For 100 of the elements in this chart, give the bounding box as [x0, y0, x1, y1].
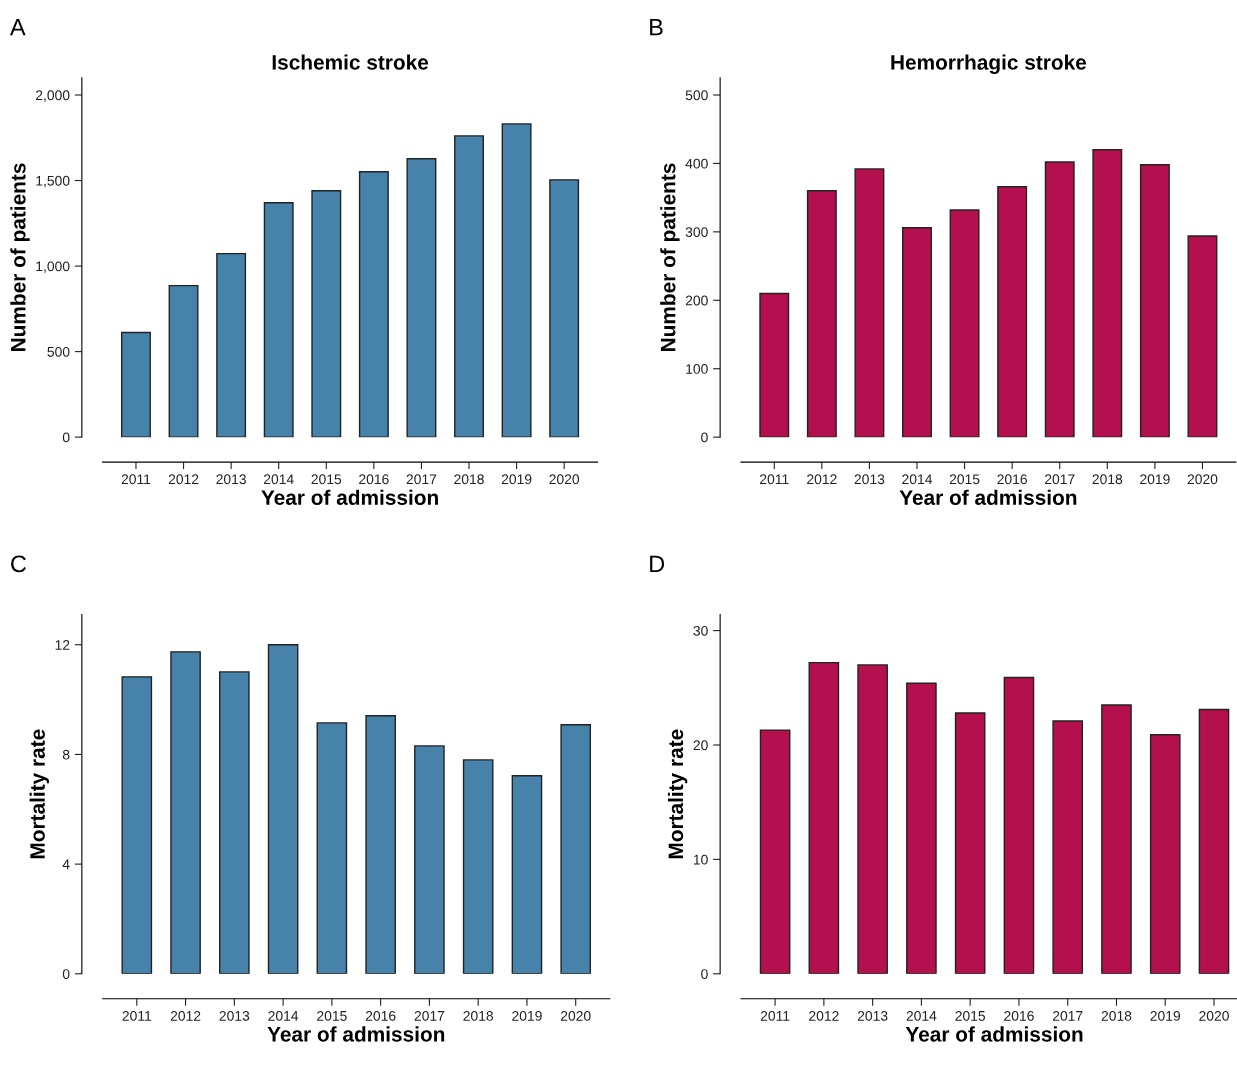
bar [1092, 149, 1123, 438]
x-tick-label: 2011 [122, 1010, 152, 1021]
y-axis-title: Mortality rate [29, 729, 50, 859]
bar [949, 209, 980, 438]
x-tick-label: 2018 [463, 1010, 494, 1021]
y-axis-title: Number of patients [660, 163, 680, 352]
bar [170, 651, 201, 974]
bar [1052, 720, 1084, 974]
x-tick-label: 2011 [121, 474, 151, 485]
x-tick-label: 2012 [168, 474, 199, 485]
x-tick-label: 2012 [809, 1010, 839, 1021]
x-tick-label: 2014 [902, 474, 933, 485]
x-tick-label: 2016 [1004, 1010, 1034, 1021]
text: D [650, 555, 665, 572]
y-tick-label: 12 [55, 640, 70, 650]
x-tick-label: 2013 [216, 474, 246, 485]
x-tick-label: 2011 [760, 1010, 790, 1021]
bar [365, 715, 396, 974]
x-tick-label: 2016 [997, 474, 1027, 485]
bar [549, 179, 580, 438]
bar [560, 724, 592, 974]
x-tick-label: 2014 [906, 1010, 937, 1021]
bar [759, 292, 790, 438]
y-tick-label: 100 [686, 364, 708, 374]
bar [954, 712, 986, 974]
bar [454, 135, 484, 438]
bar [121, 676, 153, 974]
bar [759, 729, 791, 974]
x-tick-label: 2018 [1101, 1010, 1132, 1021]
y-tick-label: 500 [685, 90, 708, 101]
bar [121, 331, 151, 438]
bar [1149, 734, 1181, 974]
y-tick-label: 200 [685, 295, 708, 306]
y-tick-label: 30 [693, 625, 708, 636]
x-tick-label: 2013 [219, 1010, 250, 1021]
y-tick-label: 0 [62, 969, 70, 979]
bar [997, 186, 1028, 438]
bar [462, 759, 494, 974]
x-tick-label: 2017 [1052, 1010, 1083, 1021]
y-axis-title: Mortality rate [667, 729, 688, 859]
bar [1101, 704, 1132, 974]
x-tick-label: 2020 [1187, 474, 1218, 485]
bar [219, 671, 250, 974]
x-tick-label: 2020 [549, 474, 580, 485]
bar [216, 252, 247, 438]
bar [1198, 708, 1230, 974]
x-tick-label: 2016 [365, 1010, 396, 1021]
bar [1003, 676, 1035, 974]
x-tick-label: 2011 [760, 474, 789, 485]
x-tick-label: 2020 [560, 1010, 591, 1021]
bar [311, 190, 342, 438]
bar [414, 745, 445, 974]
y-tick-label: 20 [693, 740, 708, 751]
bar [906, 682, 937, 974]
chart-title: Ischemic stroke [272, 54, 429, 70]
text: A [9, 19, 26, 36]
x-tick-label: 2019 [512, 1010, 542, 1021]
x-tick-label: 2018 [1092, 474, 1123, 485]
x-tick-label: 2015 [317, 1010, 347, 1021]
x-tick-label: 2019 [501, 474, 532, 485]
bar [1139, 164, 1170, 438]
x-tick-label: 2015 [311, 474, 342, 485]
y-tick-label: 0 [62, 432, 70, 443]
y-axis-title: Number of patients [10, 163, 30, 352]
x-tick-label: 2017 [414, 1010, 445, 1021]
x-tick-label: 2013 [854, 474, 885, 485]
bar [267, 644, 299, 974]
bar [857, 664, 888, 974]
bar [902, 227, 932, 438]
y-tick-label: 1,500 [36, 175, 70, 188]
x-tick-label: 2017 [1044, 474, 1075, 485]
bar [1044, 161, 1075, 438]
bar [854, 168, 885, 438]
y-tick-label: 500 [47, 346, 70, 357]
text: B [650, 19, 663, 36]
x-axis-title: Year of admission [905, 1026, 1083, 1042]
bar [808, 661, 840, 974]
y-tick-label: 2,000 [35, 90, 70, 102]
x-tick-label: 2015 [955, 1010, 986, 1021]
text: C [11, 555, 27, 573]
x-axis-title: Year of admission [899, 489, 1077, 505]
bar [168, 284, 199, 438]
x-tick-label: 2012 [807, 474, 837, 485]
bar [263, 202, 294, 438]
x-tick-label: 2014 [263, 474, 294, 485]
x-tick-label: 2017 [406, 474, 437, 485]
y-tick-label: 300 [685, 227, 708, 238]
y-tick-label: 0 [701, 432, 708, 443]
x-axis-title: Year of admission [267, 1026, 445, 1042]
x-axis-title: Year of admission [261, 489, 438, 505]
y-tick-label: 400 [685, 158, 708, 169]
chart-title: Hemorrhagic stroke [891, 54, 1087, 74]
x-tick-label: 2016 [359, 474, 389, 485]
y-tick-label: 0 [701, 969, 708, 979]
bar [316, 722, 348, 974]
x-tick-label: 2014 [268, 1010, 299, 1021]
x-tick-label: 2012 [170, 1010, 201, 1021]
y-tick-label: 10 [693, 854, 708, 865]
x-tick-label: 2019 [1150, 1010, 1181, 1021]
bar [1187, 235, 1218, 438]
